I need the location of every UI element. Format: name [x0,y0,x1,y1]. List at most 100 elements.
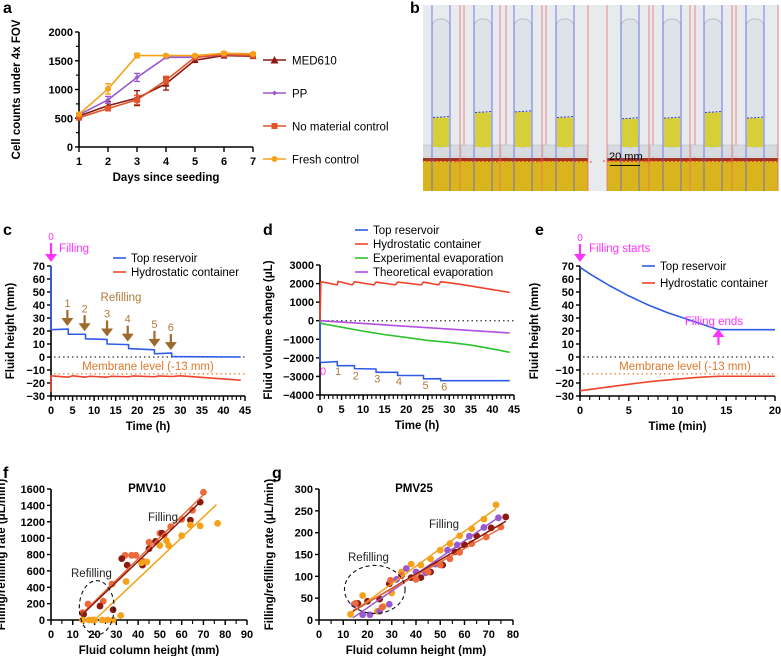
x-tick-label: 80 [219,629,231,641]
x-tick-label: 60 [458,629,470,641]
legend-label: Experimental evaporation [373,253,503,265]
x-tick-label: 40 [410,629,422,641]
x-tick-label: 45 [508,404,520,416]
data-point [117,612,125,619]
filling-end-arrow-head [712,329,725,337]
data-point [118,555,126,562]
data-point [134,74,140,80]
legend-marker [271,123,278,129]
data-point [105,85,111,92]
y-tick-label: 1000 [49,85,73,97]
refill-arrow-head [148,338,161,347]
data-point [104,616,112,624]
y-tick-label: 600 [27,566,45,578]
y-tick-label: 100 [295,571,313,583]
y-tick-label: 50 [33,287,45,299]
legend-label: Hydrostatic container [131,267,239,279]
refill-number: 2 [82,303,88,315]
series-line [579,375,775,392]
tube-fluid [433,117,449,147]
container-rim [500,158,546,161]
data-point [385,600,393,608]
refilling-label: Refilling [348,552,389,564]
container-base [500,160,546,191]
fit-line [350,508,497,615]
data-point [186,516,194,524]
x-tick-label: 25 [422,404,434,416]
series-line [579,266,775,331]
red-level-line [537,160,593,163]
x-tick-label: 40 [132,629,144,641]
legend-label: Hydrostatic container [660,278,768,290]
data-point [99,597,107,605]
y-axis-label: Filling/refilling rate (μL/min) [264,479,276,631]
y-tick-label: −30 [26,391,45,403]
y-tick-label: 0 [39,352,45,364]
data-point [359,592,367,599]
x-tick-label: 45 [239,405,251,417]
red-level-line [727,160,779,163]
filling-start-label: Filling starts [589,243,651,255]
data-point [480,515,488,523]
refill-number: 1 [64,298,70,310]
data-point [96,602,104,610]
y-tick-label: −20 [555,378,574,390]
chart-title: PMV10 [128,483,166,495]
container-rim [607,158,653,161]
data-point [387,576,394,584]
tube-fluid [515,111,531,147]
x-axis-label: Fluid column height (mm) [79,645,220,656]
scale-bar [610,165,640,166]
fluid-level-marker [663,116,681,119]
data-point [250,50,256,57]
filling-label: Filling [429,519,459,531]
refill-arrow-head [61,318,74,327]
x-tick-label: 35 [196,405,208,417]
step-label: 5 [423,380,429,392]
x-tick-label: 30 [174,405,186,417]
legend-label: Top reservoir [373,225,440,237]
filling-start-number: 0 [577,233,583,244]
x-tick-label: 40 [217,405,229,417]
data-point [137,559,145,567]
x-tick-label: 5 [192,156,198,168]
y-tick-label: 1000 [290,297,314,309]
data-point [214,519,222,527]
panel-letter-d: d [263,222,273,239]
x-tick-label: 10 [67,629,79,641]
legend-label: Theoretical evaporation [373,267,493,279]
legend-label: Fresh control [292,155,359,167]
legend-label: Hydrostatic container [373,239,481,251]
x-axis-label: Time (min) [649,421,707,433]
y-tick-label: 150 [295,550,313,562]
data-point [143,558,151,566]
membrane-level-label: Membrane level (-13 mm) [619,361,751,373]
tube-photo-drawing [423,5,779,191]
data-point [178,532,186,540]
data-point [98,616,106,624]
fit-line [352,526,504,612]
y-tick-label: 40 [33,300,45,312]
container-base [460,160,506,191]
fluid-level-marker [474,111,492,114]
series-line [319,320,510,354]
tube-fluid [747,118,763,147]
tube-photo: 20 mm [423,5,779,191]
x-tick-label: 10 [337,629,349,641]
data-point [134,52,140,59]
data-point [158,529,166,537]
y-tick-label: 70 [33,261,45,273]
y-tick-label: 2000 [49,27,73,39]
legend-marker [272,90,277,96]
x-axis-label: Fluid column height (mm) [346,645,487,656]
panel-letter-c: c [3,222,12,239]
data-point [407,560,415,568]
step-label: 6 [441,382,447,394]
fit-line [94,504,218,621]
data-point [200,488,207,496]
x-tick-label: 10 [88,405,100,417]
container-base [649,160,695,191]
data-point [105,97,111,103]
